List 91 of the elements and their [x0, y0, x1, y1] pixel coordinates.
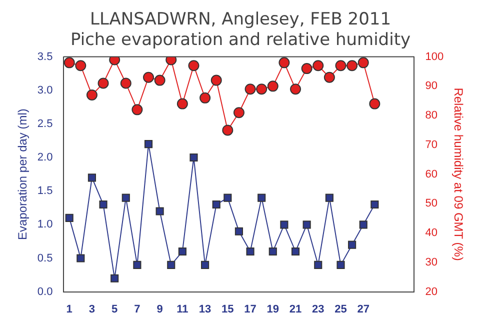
point	[302, 220, 311, 229]
x-tick-label: 7	[134, 303, 140, 316]
y-tick-label: 3.5	[37, 50, 53, 63]
point	[258, 194, 266, 202]
y-tick-label: 1.0	[37, 218, 53, 231]
y2-tick-label: 30	[425, 256, 438, 268]
y-tick-label: 0.5	[37, 252, 53, 264]
point	[156, 207, 164, 216]
point	[324, 72, 335, 83]
point	[154, 74, 166, 86]
point	[234, 227, 244, 236]
x-tick-label: 19	[266, 303, 280, 316]
point	[267, 80, 278, 92]
point	[233, 107, 244, 118]
text: LLANSADWRN, Anglesey, FEB 2011	[90, 10, 392, 30]
point	[290, 84, 302, 95]
point	[190, 153, 198, 162]
x-tick-label: 15	[222, 303, 234, 316]
point	[86, 89, 98, 100]
y2-tick-label: 90	[425, 80, 438, 92]
point	[200, 92, 211, 104]
point	[64, 57, 75, 68]
x-tick-label: 17	[244, 303, 256, 316]
point	[201, 260, 210, 269]
point	[348, 240, 356, 249]
point	[210, 74, 222, 86]
point	[314, 260, 322, 269]
point	[256, 84, 268, 95]
point	[110, 274, 119, 282]
point	[358, 57, 369, 68]
x-tick-label: 25	[334, 303, 347, 316]
y2-tick-label: 20	[425, 286, 438, 298]
y2-axis-title: Relative humidity at 09 GMT (%)	[451, 88, 466, 261]
x-tick-label: 9	[156, 303, 163, 316]
x-tick-label: 3	[88, 303, 96, 316]
point	[246, 247, 254, 256]
x-tick-label: 27	[357, 303, 370, 316]
point	[244, 84, 256, 95]
point	[98, 78, 109, 89]
y2-tick-label: 100	[425, 50, 444, 63]
y2-tick-label: 60	[425, 168, 438, 180]
y2-tick-label: 70	[425, 138, 438, 151]
point	[109, 56, 120, 66]
y-tick-label: 3.0	[37, 84, 53, 96]
text: Piche evaporation and relative humidity	[70, 30, 411, 50]
point	[120, 78, 132, 89]
point	[278, 57, 290, 68]
point	[166, 56, 177, 66]
y-tick-label: 1.5	[37, 185, 53, 198]
y-axis-title: Evaporation per day (ml)	[16, 108, 30, 240]
y-tick-label: 2.0	[37, 152, 53, 164]
point	[212, 200, 220, 209]
point	[222, 124, 234, 136]
point	[346, 60, 358, 72]
x-tick-label: 13	[198, 303, 212, 316]
y2-tick-label: 80	[425, 110, 438, 122]
x-tick-label: 1	[66, 303, 72, 316]
point	[301, 63, 312, 74]
point	[224, 194, 232, 202]
point	[370, 200, 379, 209]
point	[176, 98, 188, 110]
point	[144, 140, 153, 148]
point	[75, 60, 86, 72]
x-tick-label: 23	[312, 303, 324, 316]
y2-tick-label: 50	[425, 198, 438, 210]
point	[122, 194, 130, 202]
point	[143, 72, 154, 83]
x-tick-label: 11	[176, 303, 188, 316]
point	[268, 247, 277, 256]
point	[280, 220, 288, 229]
point	[76, 254, 85, 262]
x-tick-label: 5	[112, 303, 118, 316]
point	[188, 60, 200, 72]
point	[99, 200, 108, 209]
point	[312, 60, 324, 72]
point	[335, 60, 346, 72]
point	[132, 104, 143, 116]
point	[178, 247, 186, 256]
point	[291, 247, 300, 256]
y-tick-label: 2.5	[37, 118, 53, 130]
point	[325, 194, 334, 202]
point	[359, 220, 368, 229]
y-tick-label: 0.0	[37, 286, 53, 298]
point	[369, 98, 380, 110]
point	[65, 214, 74, 222]
point	[336, 260, 345, 269]
point	[133, 260, 142, 269]
y2-tick-label: 40	[425, 227, 438, 240]
point	[88, 174, 96, 182]
point	[167, 260, 176, 269]
x-tick-label: 21	[289, 303, 302, 316]
